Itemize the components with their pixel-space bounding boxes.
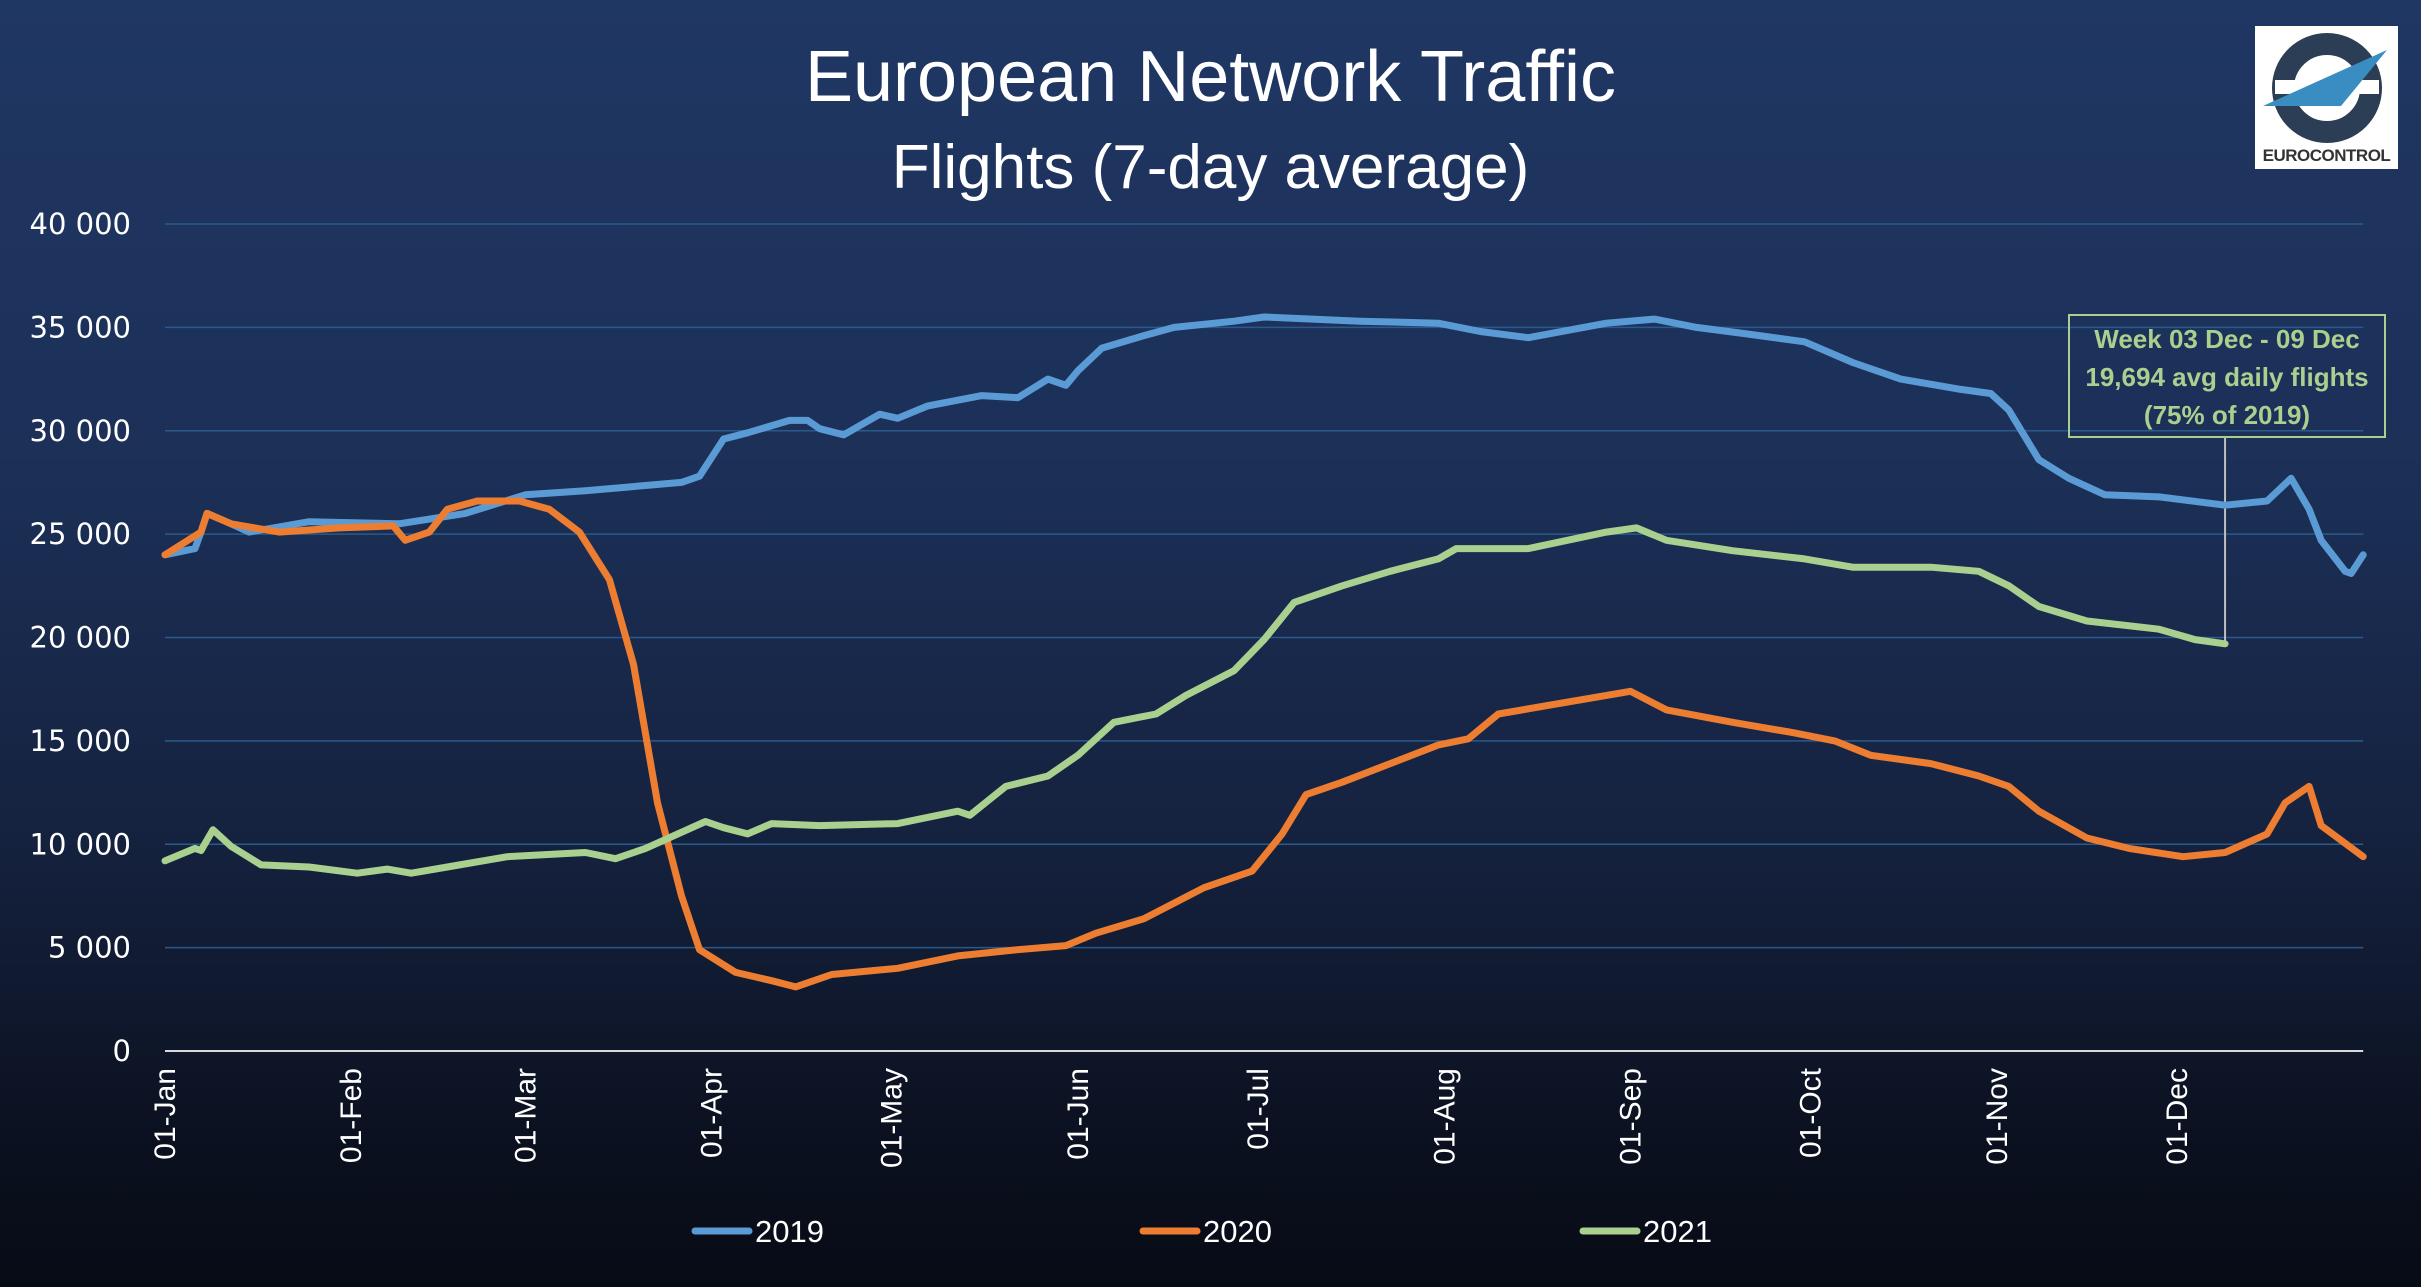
annotation-box: Week 03 Dec - 09 Dec 19,694 avg daily fl… [2068, 314, 2386, 438]
series-line-2020 [161, 497, 2367, 991]
annotation-line: (75% of 2019) [2143, 400, 2311, 430]
annotation-line: Week 03 Dec - 09 Dec [2094, 324, 2360, 354]
x-tick-label: 01-Jun [1062, 1068, 1095, 1160]
x-tick-label: 01-Mar [509, 1068, 542, 1163]
y-tick-label: 0 [113, 1034, 131, 1068]
logo-text: EUROCONTROL [2262, 146, 2391, 165]
legend-label-2021: 2021 [1643, 1214, 1712, 1249]
legend-label-2019: 2019 [755, 1214, 824, 1249]
y-tick-label: 20 000 [30, 621, 131, 655]
x-tick-label: 01-Jan [149, 1068, 182, 1160]
chart-subtitle: Flights (7-day average) [891, 133, 1530, 202]
y-tick-label: 25 000 [30, 517, 131, 551]
x-tick-label: 01-Nov [1981, 1068, 2014, 1165]
x-tick-label: 01-Jul [1242, 1068, 1275, 1150]
y-tick-label: 35 000 [30, 310, 131, 344]
x-tick-label: 01-Feb [335, 1068, 368, 1163]
series-line-2019 [161, 313, 2367, 577]
y-tick-label: 5 000 [48, 931, 131, 965]
x-tick-label: 01-Apr [696, 1068, 729, 1158]
x-tick-label: 01-Sep [1614, 1068, 1647, 1165]
y-tick-label: 10 000 [30, 827, 131, 861]
eurocontrol-logo-icon [2263, 33, 2387, 143]
x-tick-label: 01-May [876, 1068, 909, 1168]
legend-label-2020: 2020 [1203, 1214, 1272, 1249]
x-tick-label: 01-Oct [1795, 1067, 1828, 1158]
chart-title: European Network Traffic [804, 37, 1617, 117]
eurocontrol-logo: EUROCONTROL [2255, 26, 2398, 169]
x-tick-label: 01-Aug [1428, 1068, 1461, 1165]
y-tick-label: 40 000 [30, 207, 131, 241]
series-line-2021 [161, 524, 2229, 877]
y-tick-label: 15 000 [30, 724, 131, 758]
y-tick-label: 30 000 [30, 414, 131, 448]
x-tick-label: 01-Dec [2161, 1068, 2194, 1165]
annotation-line: 19,694 avg daily flights [2085, 362, 2369, 392]
